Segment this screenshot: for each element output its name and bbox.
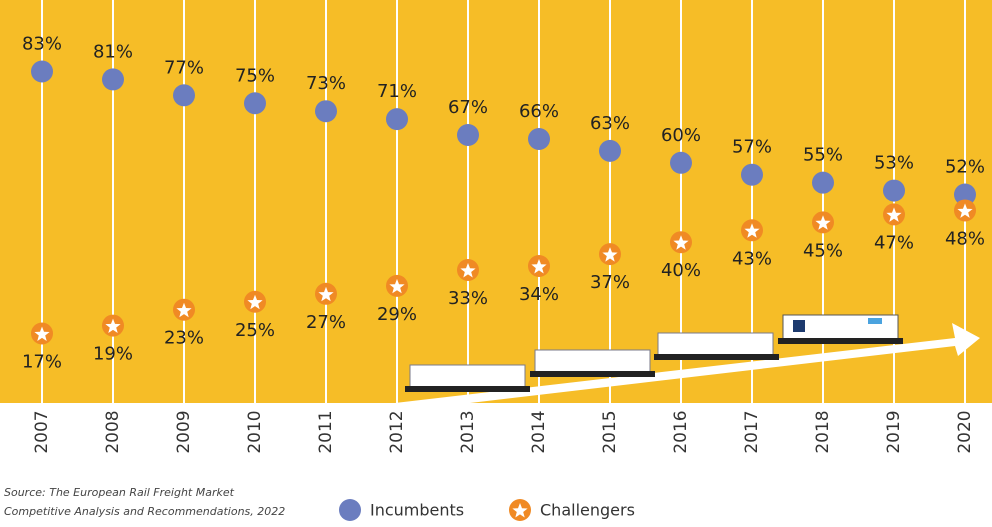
- x-tick-label: 2007: [32, 410, 52, 453]
- legend-label: Challengers: [540, 501, 635, 520]
- incumbent-dot: [31, 60, 53, 83]
- challenger-marker: [741, 219, 763, 242]
- value-label: 33%: [448, 288, 488, 309]
- value-label: 19%: [93, 344, 133, 365]
- star: [460, 263, 476, 278]
- value-label: 45%: [803, 240, 843, 261]
- x-tick-label: 2015: [600, 410, 620, 453]
- value-label: 40%: [661, 260, 701, 281]
- challenger-marker: [509, 499, 531, 521]
- incumbent-dot: [173, 84, 195, 107]
- value-label: 71%: [377, 81, 417, 102]
- star: [389, 278, 405, 294]
- value-label: 27%: [306, 312, 346, 333]
- star: [886, 207, 902, 222]
- star: [105, 318, 121, 333]
- marks: 2007 2008 2009 2010 2011 2012 2013 2014 2015 2016…: [22, 33, 985, 453]
- star: [957, 203, 973, 218]
- challenger-marker: [457, 258, 479, 281]
- value-label: 17%: [22, 352, 62, 373]
- x-tick-label: 2008: [103, 410, 123, 453]
- train-graphic: [395, 314, 980, 403]
- value-label: 29%: [377, 304, 417, 325]
- incumbent-dot: [457, 124, 479, 147]
- x-tick-label: 2017: [742, 410, 762, 453]
- value-label: 83%: [22, 33, 62, 54]
- incumbent-dot: [812, 171, 834, 194]
- value-label: 77%: [164, 57, 204, 78]
- challenger-marker: [173, 298, 195, 321]
- source-line: Competitive Analysis and Recommendations…: [4, 505, 285, 518]
- x-tick-label: 2019: [884, 410, 904, 453]
- value-label: 67%: [448, 97, 488, 118]
- incumbent-dot: [741, 163, 763, 186]
- challenger-marker: [386, 274, 408, 297]
- value-label: 47%: [874, 232, 914, 253]
- x-tick-label: 2012: [387, 410, 407, 453]
- incumbent-dot: [528, 127, 550, 150]
- incumbent-dot: [954, 183, 976, 206]
- x-tick-label: 2009: [174, 410, 194, 453]
- x-tick-label: 2011: [316, 410, 336, 453]
- star: [318, 286, 334, 302]
- incumbent-dot: [670, 151, 692, 174]
- value-label: 25%: [235, 320, 275, 341]
- value-label: 66%: [519, 101, 559, 122]
- star: [602, 247, 618, 262]
- star: [531, 259, 547, 274]
- legend: Incumbents Challengers: [339, 499, 635, 521]
- value-label: 52%: [945, 157, 985, 178]
- incumbent-dot: [599, 139, 621, 162]
- star: [512, 503, 528, 518]
- value-label: 48%: [945, 228, 985, 249]
- value-label: 75%: [235, 65, 275, 86]
- incumbent-dot: [315, 100, 337, 123]
- x-tick-label: 2010: [245, 410, 265, 453]
- challenger-marker: [102, 314, 124, 337]
- challenger-marker: [31, 322, 53, 345]
- value-label: 23%: [164, 328, 204, 349]
- x-tick-label: 2013: [458, 410, 478, 453]
- x-tick-label: 2018: [813, 410, 833, 453]
- incumbent-dot: [386, 108, 408, 131]
- x-tick-label: 2014: [529, 410, 549, 453]
- value-label: 55%: [803, 145, 843, 166]
- value-label: 60%: [661, 125, 701, 146]
- legend-label: Incumbents: [370, 501, 464, 520]
- star: [673, 235, 689, 250]
- star: [744, 223, 760, 238]
- challenger-marker: [883, 203, 905, 226]
- challenger-marker: [599, 243, 621, 266]
- challenger-marker: [244, 290, 266, 313]
- incumbent-dot: [883, 179, 905, 202]
- star: [176, 302, 192, 318]
- star: [34, 326, 50, 341]
- x-tick-label: 2020: [955, 410, 975, 453]
- star: [247, 294, 263, 310]
- value-label: 53%: [874, 153, 914, 174]
- value-label: 63%: [590, 113, 630, 134]
- star: [815, 215, 831, 230]
- challenger-marker: [670, 231, 692, 254]
- incumbent-dot: [102, 68, 124, 91]
- legend-swatch: [339, 499, 361, 521]
- source-line: Source: The European Rail Freight Market: [4, 486, 235, 499]
- challenger-marker: [812, 211, 834, 234]
- value-label: 81%: [93, 41, 133, 62]
- challenger-marker: [315, 282, 337, 305]
- x-tick-label: 2016: [671, 410, 691, 453]
- incumbent-dot: [244, 92, 266, 115]
- value-label: 34%: [519, 284, 559, 305]
- challenger-marker: [954, 199, 976, 222]
- value-label: 37%: [590, 272, 630, 293]
- value-label: 43%: [732, 248, 772, 269]
- challenger-marker: [528, 255, 550, 278]
- value-label: 57%: [732, 137, 772, 158]
- value-label: 73%: [306, 73, 346, 94]
